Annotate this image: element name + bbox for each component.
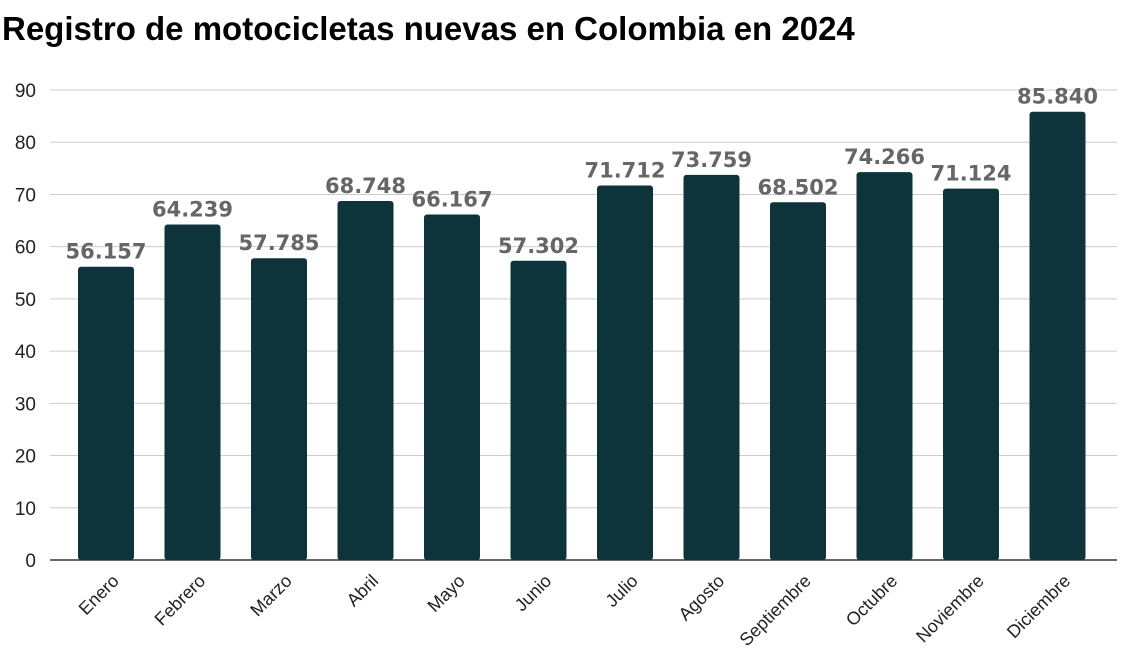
- y-tick-label: 60: [15, 238, 36, 259]
- bar: [337, 200, 394, 560]
- x-tick-label: Diciembre: [1003, 571, 1074, 642]
- data-label: 74.266: [844, 145, 925, 169]
- x-tick-label: Marzo: [246, 571, 296, 621]
- bar: [856, 172, 913, 560]
- bar: [770, 202, 826, 560]
- y-tick-label: 90: [15, 81, 36, 102]
- bar: [510, 260, 567, 560]
- data-label: 68.502: [757, 175, 838, 199]
- x-tick-label: Mayo: [424, 571, 469, 616]
- bar: [78, 266, 134, 560]
- x-tick-label: Junio: [511, 571, 556, 616]
- y-tick-label: 80: [15, 133, 36, 154]
- x-tick-label: Noviembre: [912, 571, 988, 647]
- x-tick-label: Julio: [602, 571, 642, 611]
- chart-title: Registro de motocicletas nuevas en Colom…: [2, 10, 855, 47]
- y-tick-label: 20: [15, 447, 36, 468]
- bar: [424, 214, 480, 560]
- x-tick-label: Febrero: [151, 571, 210, 630]
- x-tick-label: Enero: [75, 571, 123, 619]
- x-tick-label: Agosto: [675, 571, 729, 625]
- x-tick-label: Abril: [343, 571, 383, 611]
- data-label: 73.759: [671, 148, 752, 172]
- data-label: 71.124: [930, 162, 1011, 186]
- bar: [597, 185, 653, 560]
- bar: [943, 188, 999, 561]
- data-label: 57.785: [238, 231, 319, 255]
- x-tick-label: Octubre: [842, 571, 901, 630]
- bar: [1029, 111, 1086, 561]
- data-label: 57.302: [498, 234, 579, 258]
- y-tick-label: 30: [15, 394, 36, 415]
- bar: [164, 224, 221, 560]
- bar: [251, 258, 307, 560]
- bar: [683, 174, 740, 560]
- y-tick-label: 0: [25, 551, 36, 572]
- y-tick-label: 50: [15, 290, 36, 311]
- data-label: 68.748: [325, 174, 406, 198]
- data-label: 71.712: [584, 159, 665, 183]
- x-tick-label: Septiembre: [736, 571, 815, 650]
- y-tick-label: 10: [15, 499, 36, 520]
- data-label: 85.840: [1017, 85, 1098, 109]
- y-tick-label: 40: [15, 342, 36, 363]
- y-tick-label: 70: [15, 185, 36, 206]
- data-label: 64.239: [152, 198, 233, 222]
- data-label: 56.157: [65, 240, 146, 264]
- data-label: 66.167: [411, 187, 492, 211]
